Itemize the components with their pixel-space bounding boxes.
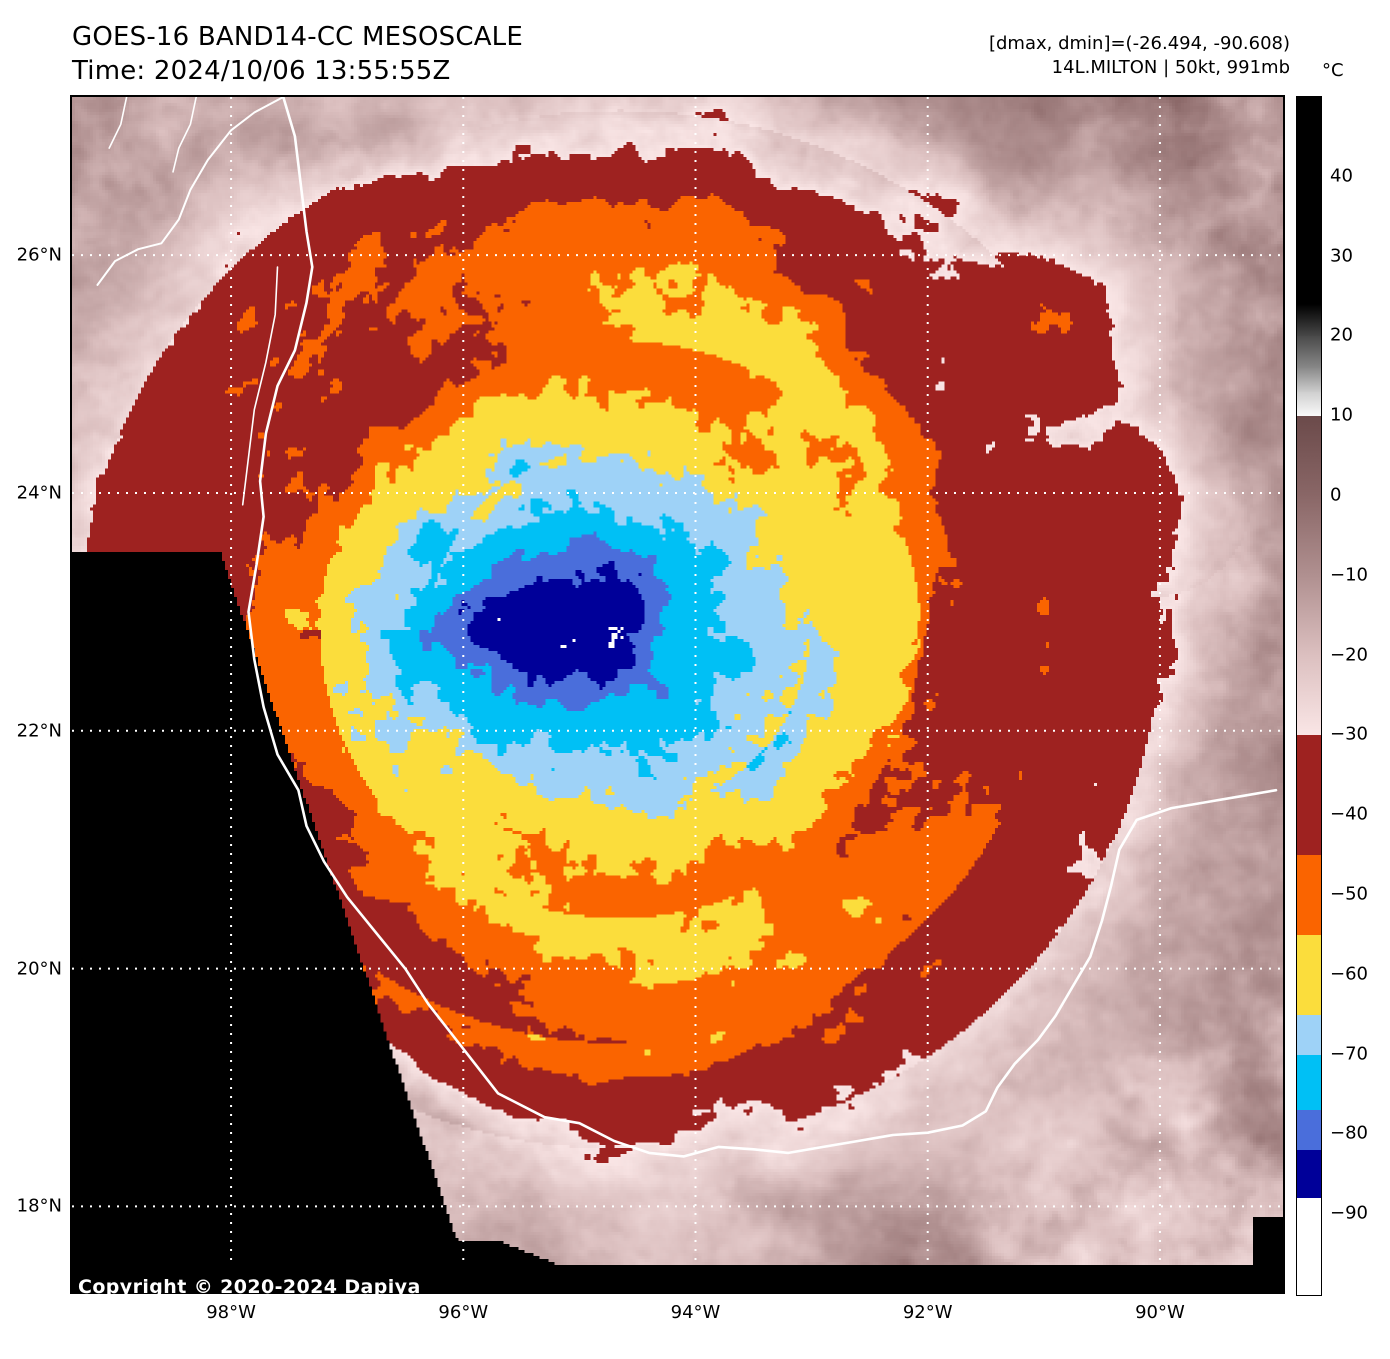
colorbar-segment [1297,655,1321,736]
colorbar-tick-10: −60 [1330,963,1368,985]
colorbar-tick-5: −10 [1330,564,1368,586]
y-axis-tick-2: 22°N [16,720,62,742]
colorbar-segment [1297,934,1321,1016]
footer-black-band [72,1265,1283,1292]
page-title: GOES-16 BAND14-CC MESOSCALE [72,22,523,52]
timestamp-label: Time: 2024/10/06 13:55:55Z [72,56,451,86]
colorbar-segment [1297,368,1321,393]
dminmax-label: [dmax, dmin]=(-26.494, -90.608) [988,33,1290,54]
colorbar-tick-9: −50 [1330,883,1368,905]
colorbar-segment [1297,735,1321,856]
colorbar-segment [1297,496,1321,577]
colorbar-segment [1297,1054,1321,1112]
colorbar-segment [1297,392,1321,417]
colorbar-tick-0: 40 [1330,165,1353,187]
x-axis-tick-3: 92°W [902,1302,953,1323]
satellite-raster [72,97,1283,1292]
colorbar-segment [1297,1014,1321,1056]
lagoon-laguna-madre [241,266,279,506]
metadata-block: [dmax, dmin]=(-26.494, -90.608) 14L.MILT… [989,32,1290,80]
colorbar-segment [1297,304,1321,337]
colorbar-segment [1297,336,1321,369]
colorbar[interactable] [1296,96,1322,1296]
x-axis-tick-1: 96°W [438,1302,489,1323]
storm-info-label: 14L.MILTON | 50kt, 991mb [1051,57,1290,78]
colorbar-segment [1297,416,1321,497]
river-tributary-2 [108,97,128,149]
colorbar-tick-12: −80 [1330,1122,1368,1144]
copyright-label: Copyright © 2020-2024 Dapiya [78,1276,421,1298]
colorbar-tick-1: 30 [1330,245,1353,267]
y-axis-tick-0: 26°N [16,244,62,266]
colorbar-segment [1297,1110,1321,1151]
river-tributary-1 [172,97,197,173]
y-axis-tick-1: 24°N [16,482,62,504]
colorbar-tick-11: −70 [1330,1043,1368,1065]
brightness-temperature-raster [72,97,1283,1292]
colorbar-tick-4: 0 [1330,484,1342,506]
colorbar-tick-8: −40 [1330,803,1368,825]
y-axis-tick-3: 20°N [16,958,62,980]
satellite-image-plot[interactable] [70,95,1285,1294]
lat-lon-gridlines [72,97,1283,1292]
x-axis-tick-4: 90°W [1135,1302,1185,1323]
coastline-mexico [247,97,1278,1158]
x-axis-tick-0: 98°W [206,1302,256,1323]
colorbar-tick-7: −30 [1330,723,1368,745]
colorbar-tick-3: 10 [1330,404,1353,426]
title-block: GOES-16 BAND14-CC MESOSCALE Time: 2024/1… [72,20,523,88]
colorbar-unit-label: °C [1322,60,1344,81]
colorbar-segment [1297,1150,1321,1199]
colorbar-segment [1297,855,1321,936]
colorbar-tick-6: −20 [1330,644,1368,666]
y-axis-tick-4: 18°N [16,1195,62,1217]
x-axis-tick-2: 94°W [670,1302,721,1323]
colorbar-segment [1297,575,1321,657]
colorbar-tick-2: 20 [1330,324,1353,346]
colorbar-tick-13: −90 [1330,1202,1368,1224]
colorbar-segment [1297,1198,1321,1295]
colorbar-segment [1297,97,1321,306]
